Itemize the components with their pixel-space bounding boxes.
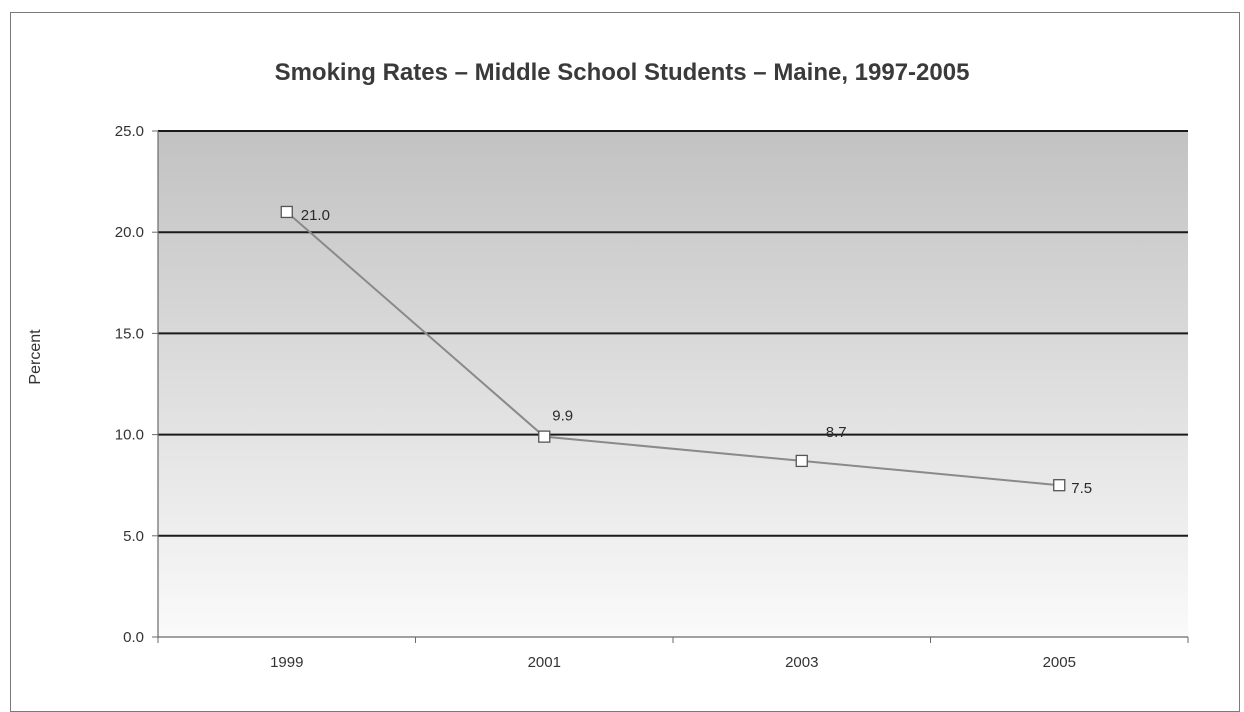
chart-title: Smoking Rates – Middle School Students –…	[275, 59, 970, 86]
data-label: 21.0	[301, 207, 330, 224]
y-tick-label: 5.0	[123, 528, 144, 545]
data-point-marker	[1053, 479, 1066, 492]
y-tick-label: 0.0	[123, 629, 144, 646]
y-tick-label: 20.0	[115, 224, 144, 241]
gridlines	[158, 130, 1188, 537]
plot-area	[158, 131, 1188, 637]
data-label: 7.5	[1071, 480, 1092, 497]
y-axis-label: Percent	[27, 329, 44, 385]
y-tick-label: 25.0	[115, 123, 144, 140]
line-chart: Smoking Rates – Middle School Students –…	[27, 59, 1189, 671]
data-label: 9.9	[552, 408, 573, 425]
x-tick-label: 1999	[270, 654, 303, 671]
data-point-marker	[795, 454, 808, 468]
axes	[152, 130, 1189, 643]
y-tick-label: 15.0	[115, 325, 144, 342]
y-tick-labels: 0.0 5.0 10.0 15.0 20.0 25.0	[115, 123, 144, 646]
x-tick-label: 2003	[785, 654, 818, 671]
x-tick-label: 2001	[528, 654, 561, 671]
data-point-marker	[538, 430, 551, 443]
y-tick-label: 10.0	[115, 427, 144, 444]
data-label: 8.7	[826, 424, 847, 441]
x-tick-labels: 1999 2001 2003 2005	[270, 654, 1076, 671]
series-line	[286, 211, 1060, 487]
data-point-marker	[280, 205, 293, 219]
x-tick-label: 2005	[1043, 654, 1076, 671]
series-layer: 21.0 9.9 8.7 7.5	[280, 205, 1092, 497]
